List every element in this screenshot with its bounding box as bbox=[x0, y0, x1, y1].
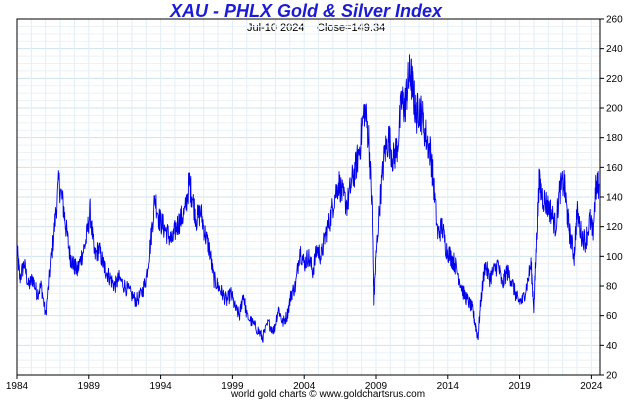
y-tick-label: 100 bbox=[606, 252, 623, 263]
chart-title: XAU - PHLX Gold & Silver Index bbox=[169, 1, 443, 21]
series-layer bbox=[16, 54, 600, 343]
y-tick-label: 240 bbox=[606, 44, 623, 55]
x-tick-label: 2024 bbox=[580, 381, 603, 392]
x-tick-label: 1989 bbox=[78, 381, 101, 392]
chart-subtitle-close: Close=149.34 bbox=[317, 22, 385, 34]
y-tick-label: 260 bbox=[606, 15, 623, 26]
y-tick-label: 40 bbox=[606, 341, 618, 352]
y-tick-label: 20 bbox=[606, 371, 618, 382]
y-tick-label: 140 bbox=[606, 193, 623, 204]
x-tick-label: 1994 bbox=[149, 381, 172, 392]
y-tick-label: 160 bbox=[606, 163, 623, 174]
y-tick-label: 180 bbox=[606, 133, 623, 144]
chart-credit: world gold charts © www.goldchartsrus.co… bbox=[230, 389, 425, 400]
y-tick-label: 60 bbox=[606, 311, 618, 322]
x-tick-label: 1999 bbox=[221, 381, 244, 392]
x-axis-ticks: 1984 1989 1994 1999 2004 2009 2014 2019 2024 bbox=[6, 375, 603, 392]
x-tick-label: 2019 bbox=[508, 381, 531, 392]
x-tick-label: 1984 bbox=[6, 381, 29, 392]
y-tick-label: 220 bbox=[606, 74, 623, 85]
x-tick-label: 2004 bbox=[293, 381, 316, 392]
y-tick-label: 200 bbox=[606, 104, 623, 115]
y-axis-ticks: 20 40 60 80 100 120 140 160 180 200 220 240 260 bbox=[600, 15, 623, 382]
x-tick-label: 2014 bbox=[437, 381, 460, 392]
series-line bbox=[16, 54, 600, 343]
x-tick-label: 2009 bbox=[365, 381, 388, 392]
y-tick-label: 80 bbox=[606, 282, 618, 293]
y-tick-label: 120 bbox=[606, 222, 623, 233]
